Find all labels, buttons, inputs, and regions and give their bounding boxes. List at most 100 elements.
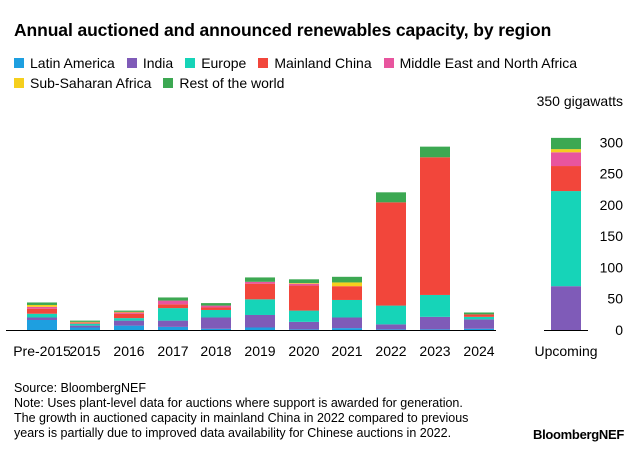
bar-segment <box>464 328 494 330</box>
bar-segment <box>420 157 450 295</box>
bar-segment <box>551 137 581 150</box>
bar-segment <box>332 286 362 300</box>
bar-segment <box>158 304 188 309</box>
bar-segment <box>376 324 406 330</box>
legend-swatch <box>383 58 394 68</box>
y-tick-label: 50 <box>607 291 623 307</box>
bar-segment <box>70 322 100 324</box>
x-tick-label: 2023 <box>419 343 450 359</box>
bar-segment <box>27 319 57 330</box>
bar-segment <box>464 314 494 317</box>
bar-segment <box>158 300 188 305</box>
y-unit-label: 350 gigawatts <box>537 93 623 109</box>
source-note: Source: BloombergNEF <box>14 381 147 395</box>
chart-title: Annual auctioned and announced renewable… <box>14 20 552 40</box>
bar-segment <box>464 319 494 329</box>
bar-segment <box>114 312 144 314</box>
x-tick-label: 2022 <box>375 343 406 359</box>
legend-label: Middle East and North Africa <box>399 55 578 71</box>
bar-segment <box>201 307 231 310</box>
bar-segment <box>158 326 188 330</box>
bar-segment <box>201 317 231 329</box>
bar-segment <box>158 297 188 301</box>
bar-segment <box>332 276 362 283</box>
bar-segment <box>27 306 57 309</box>
bar-segment <box>245 277 275 282</box>
x-tick-label: 2021 <box>331 343 362 359</box>
bar-segment <box>114 325 144 330</box>
bar-segment <box>114 311 144 313</box>
bar-segment <box>70 327 100 330</box>
bar-segment <box>245 281 275 284</box>
y-tick-label: 150 <box>600 228 624 244</box>
bar-segment <box>245 327 275 330</box>
legend-swatch <box>14 78 24 88</box>
bar-segment <box>289 279 319 284</box>
bar-segment <box>376 202 406 306</box>
bar-segment <box>464 316 494 320</box>
legend-swatch <box>185 58 196 68</box>
bar-segment <box>551 152 581 167</box>
bar-segment <box>114 320 144 326</box>
x-tick-label: 2019 <box>244 343 275 359</box>
chart-footer: Source: BloombergNEF Note: Uses plant-le… <box>14 381 514 441</box>
bar-segment <box>289 329 319 330</box>
legend-label: Latin America <box>30 55 115 71</box>
bar-segment <box>114 310 144 312</box>
bar-segment <box>420 316 450 330</box>
bar-segment <box>332 299 362 318</box>
y-tick-label: 300 <box>600 134 624 150</box>
bar-segment <box>27 304 57 307</box>
legend-item: Sub-Saharan Africa <box>14 73 151 93</box>
note-line-2: The growth in auctioned capacity in main… <box>14 411 469 425</box>
bar-segment <box>551 286 581 330</box>
bar-segment <box>464 312 494 315</box>
x-tick-label: 2024 <box>463 343 494 359</box>
bar-segment <box>158 320 188 327</box>
note-line-3: years is partially due to improved data … <box>14 426 452 440</box>
bar-segment <box>376 329 406 330</box>
bar-segment <box>376 192 406 203</box>
bar-segment <box>245 299 275 315</box>
bar-segment <box>289 283 319 286</box>
bar-segment <box>27 302 57 305</box>
bar-segment <box>420 146 450 158</box>
legend-item: Mainland China <box>258 53 372 73</box>
bar-segment <box>551 191 581 287</box>
bar-segment <box>70 323 100 326</box>
bar-segment <box>245 283 275 300</box>
legend-swatch <box>126 58 137 68</box>
bar-segment <box>27 317 57 320</box>
x-tick-label: 2020 <box>288 343 319 359</box>
bar-segment <box>70 320 100 322</box>
x-tick-label: 2016 <box>113 343 144 359</box>
legend-label: Mainland China <box>274 55 372 71</box>
y-tick-label: 0 <box>615 322 623 338</box>
bar-segment <box>70 321 100 323</box>
bar-segment <box>420 294 450 317</box>
legend-item: Rest of the world <box>163 73 284 93</box>
x-tick-label: Pre-2015 <box>13 343 71 359</box>
bar-segment <box>289 321 319 330</box>
x-tick-label: 2018 <box>200 343 231 359</box>
bar-segment <box>70 325 100 328</box>
bar-segment <box>289 310 319 322</box>
bar-segment <box>27 308 57 314</box>
bar-segment <box>420 329 450 330</box>
bar-segment <box>551 166 581 192</box>
legend-swatch <box>163 78 174 88</box>
x-tick-label: Upcoming <box>534 343 597 359</box>
legend-item: India <box>126 53 173 73</box>
bar-segment <box>27 313 57 318</box>
legend-item: Latin America <box>14 53 115 73</box>
x-tick-label: 2017 <box>157 343 188 359</box>
legend-label: Rest of the world <box>179 75 285 91</box>
bar-segment <box>289 285 319 311</box>
bar-segment <box>289 283 319 284</box>
bar-segment <box>201 328 231 330</box>
legend-item: Europe <box>185 53 246 73</box>
bar-segment <box>201 303 231 306</box>
bar-segment <box>332 317 362 329</box>
legend-label: Europe <box>201 55 247 71</box>
